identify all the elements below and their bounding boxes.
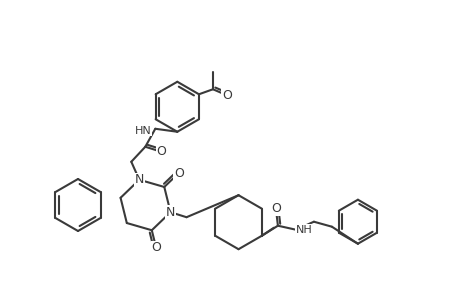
Text: O: O: [270, 202, 280, 215]
Text: HN: HN: [134, 126, 151, 136]
Text: N: N: [166, 206, 175, 219]
Text: N: N: [134, 173, 144, 186]
Text: O: O: [156, 145, 166, 158]
Text: O: O: [151, 241, 161, 254]
Text: NH: NH: [295, 225, 312, 235]
Text: O: O: [222, 89, 231, 102]
Text: O: O: [174, 167, 183, 180]
